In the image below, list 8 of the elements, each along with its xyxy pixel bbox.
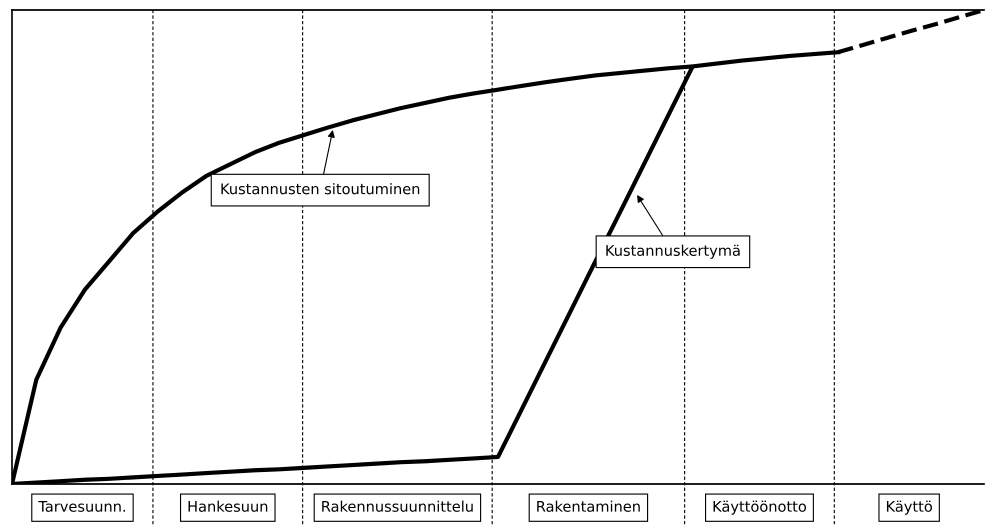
text: Tarvesuunn. — [38, 501, 126, 512]
text: Käyttö — [886, 500, 932, 515]
annotation: Kustannusten sitoutuminen — [221, 183, 420, 194]
text: Rakennussuunnittelu — [322, 500, 473, 512]
text: Käyttöönotto — [714, 500, 806, 515]
annotation: Kustannuskertymä — [606, 244, 740, 259]
text: Hankesuun — [188, 500, 268, 512]
text: Rakentaminen — [537, 500, 640, 512]
